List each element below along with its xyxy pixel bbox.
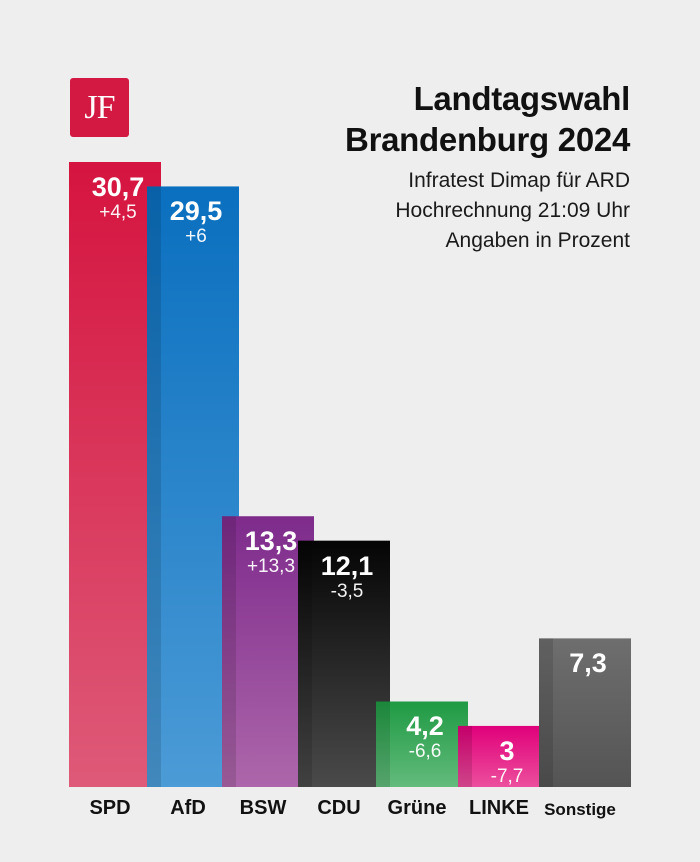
- change-label: +13,3: [246, 556, 296, 578]
- chart-source: Infratest Dimap für ARD: [408, 169, 630, 192]
- category-label: SPD: [89, 797, 131, 819]
- bar-grüne: [376, 701, 468, 787]
- value-label: 30,7: [91, 172, 145, 202]
- bar-shadow: [539, 638, 553, 787]
- chart-title-line2: Brandenburg 2024: [345, 121, 630, 158]
- bar-shadow: [298, 540, 312, 787]
- bar-sonstige: [539, 638, 631, 787]
- value-label: 3: [499, 735, 515, 766]
- category-label: Sonstige: [544, 800, 616, 819]
- bar-shadow: [222, 516, 236, 787]
- category-label: CDU: [317, 797, 361, 819]
- chart-title-line1: Landtagswahl: [413, 80, 631, 117]
- bar-spd: [69, 162, 161, 787]
- category-label: LINKE: [469, 797, 529, 819]
- bar-shadow: [458, 725, 472, 787]
- change-label: +4,5: [99, 202, 137, 223]
- value-label: 4,2: [406, 711, 444, 742]
- bar-shadow: [147, 186, 161, 788]
- chart-header: Landtagswahl Brandenburg 2024 Infratest …: [345, 78, 630, 256]
- value-label: 12,1: [320, 550, 374, 581]
- bar-linke: [458, 725, 550, 787]
- chart-unit-note: Angaben in Prozent: [445, 229, 630, 252]
- value-label: 7,3: [569, 648, 607, 679]
- logo: JF: [70, 78, 129, 137]
- change-label: +6: [185, 226, 207, 248]
- value-label: 29,5: [169, 196, 223, 227]
- change-label: -3,5: [330, 580, 364, 602]
- bar-cdu: [298, 540, 390, 787]
- bar-shadow: [376, 701, 390, 787]
- change-label: -6,6: [408, 741, 442, 763]
- category-label: AfD: [170, 797, 206, 819]
- value-label: 13,3: [244, 526, 298, 557]
- change-label: -7,7: [490, 765, 524, 787]
- category-label: BSW: [239, 797, 287, 819]
- chart-timestamp: Hochrechnung 21:09 Uhr: [395, 199, 630, 222]
- category-label: Grüne: [387, 797, 447, 819]
